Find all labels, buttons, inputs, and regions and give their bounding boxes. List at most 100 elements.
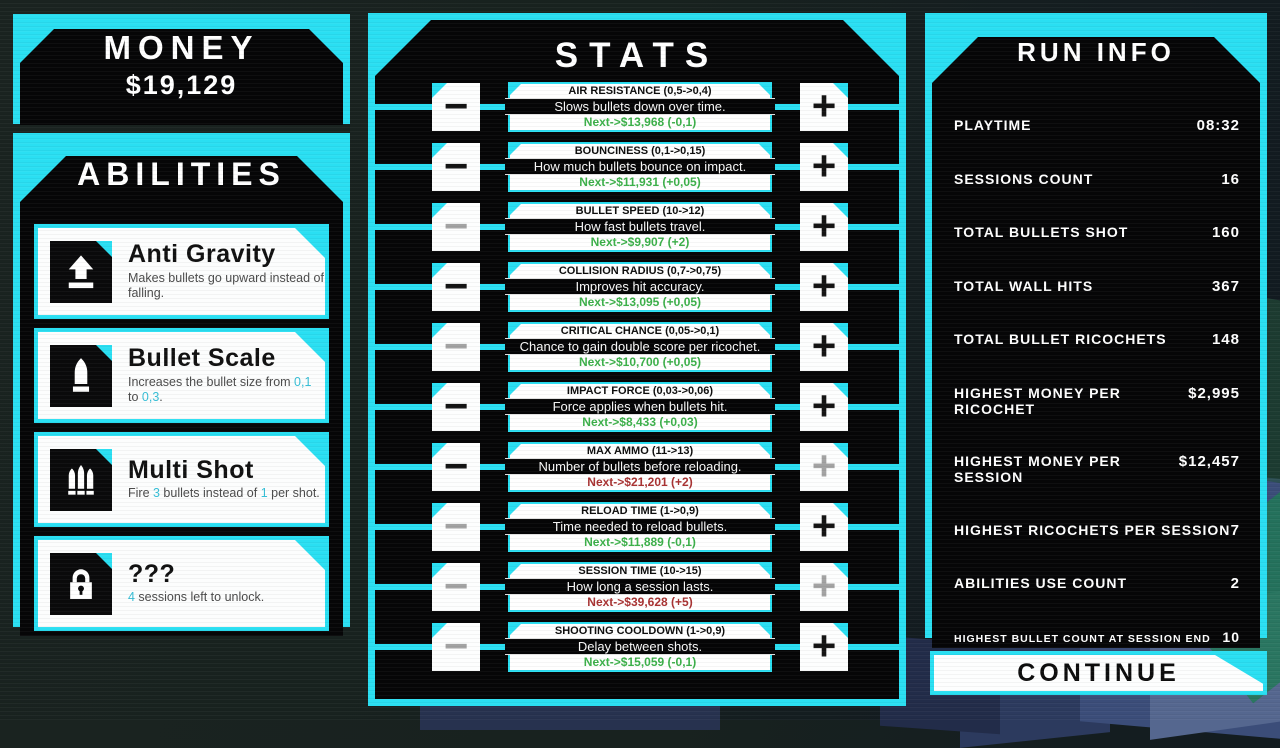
stat-decrease-button: −	[432, 623, 480, 671]
anti-gravity-icon	[50, 241, 112, 303]
run-info-value: 2	[1230, 575, 1240, 592]
stat-increase-button[interactable]: +	[800, 383, 848, 431]
run-info-label: HIGHEST MONEY PER RICOCHET	[954, 384, 1121, 417]
highlighted-value: 4	[128, 590, 135, 605]
stat-next-cost: Next->$39,628 (+5)	[510, 595, 770, 610]
run-info-value: 7	[1230, 521, 1240, 539]
stat-decrease-button[interactable]: −	[432, 83, 480, 131]
run-info-label: TOTAL BULLETS SHOT	[954, 224, 1129, 240]
run-info-label: HIGHEST MONEY PER SESSION	[954, 453, 1121, 485]
ability-title: Anti Gravity	[128, 240, 276, 269]
description-text: to	[128, 390, 142, 405]
money-title: MONEY	[103, 29, 260, 66]
run-info-value: $2,995	[1188, 384, 1240, 402]
stat-info-box: BOUNCINESS (0,1->0,15) How much bullets …	[508, 142, 772, 192]
stat-row: − BULLET SPEED (10->12) How fast bullets…	[375, 202, 899, 252]
stat-increase-button[interactable]: +	[800, 203, 848, 251]
stat-decrease-button[interactable]: −	[432, 383, 480, 431]
stat-increase-button[interactable]: +	[800, 623, 848, 671]
ability-text: ??? 4 sessions left to unlock.	[128, 561, 264, 606]
stat-decrease-button[interactable]: −	[432, 443, 480, 491]
stats-rows: − AIR RESISTANCE (0,5->0,4) Slows bullet…	[375, 82, 899, 672]
lock-icon	[50, 553, 112, 615]
description-text: Fire	[128, 486, 153, 501]
stat-name: SHOOTING COOLDOWN (1->0,9)	[510, 624, 770, 638]
run-info-value: 160	[1211, 224, 1240, 241]
stat-info-box: SHOOTING COOLDOWN (1->0,9) Delay between…	[508, 622, 772, 672]
stat-name: AIR RESISTANCE (0,5->0,4)	[510, 84, 770, 98]
stat-name: CRITICAL CHANCE (0,05->0,1)	[510, 324, 770, 338]
run-info-label: PLAYTIME	[954, 117, 1032, 133]
stat-name: IMPACT FORCE (0,03->0,06)	[510, 384, 770, 398]
stat-description: How long a session lasts.	[505, 578, 775, 595]
stat-info-box: COLLISION RADIUS (0,7->0,75) Improves hi…	[508, 262, 772, 312]
description-text: .	[159, 390, 163, 405]
continue-button[interactable]: CONTINUE	[930, 651, 1267, 695]
stat-next-cost: Next->$8,433 (+0,03)	[510, 415, 770, 430]
stat-next-cost: Next->$13,968 (-0,1)	[510, 115, 770, 130]
run-info-label: HIGHEST BULLET COUNT AT SESSION END	[954, 632, 1211, 645]
stats-title: STATS	[554, 36, 720, 75]
stat-increase-button[interactable]: +	[800, 323, 848, 371]
abilities-title: ABILITIES	[77, 156, 286, 192]
description-text: per shot.	[267, 486, 320, 501]
run-info-value: 08:32	[1196, 117, 1240, 134]
stat-decrease-button[interactable]: −	[432, 263, 480, 311]
ability-card[interactable]: Bullet Scale Increases the bullet size f…	[34, 328, 329, 423]
abilities-panel: ABILITIES Anti Gravity Makes bullets go …	[13, 133, 350, 627]
stat-row: − COLLISION RADIUS (0,7->0,75) Improves …	[375, 262, 899, 312]
highlighted-value: 3	[153, 486, 160, 501]
stat-next-cost: Next->$9,907 (+2)	[510, 235, 770, 250]
stat-info-box: RELOAD TIME (1->0,9) Time needed to relo…	[508, 502, 772, 552]
run-info-rows: PLAYTIME 08:32 SESSIONS COUNT 16 TOTAL B…	[954, 117, 1240, 645]
stat-row: − IMPACT FORCE (0,03->0,06) Force applie…	[375, 382, 899, 432]
stat-increase-button: +	[800, 443, 848, 491]
stat-row: − CRITICAL CHANCE (0,05->0,1) Chance to …	[375, 322, 899, 372]
bullet-scale-icon	[50, 345, 112, 407]
stat-increase-button[interactable]: +	[800, 263, 848, 311]
stat-next-cost: Next->$15,059 (-0,1)	[510, 655, 770, 670]
description-text: sessions left to unlock.	[134, 590, 265, 605]
stat-description: Number of bullets before reloading.	[505, 458, 775, 475]
ability-description: Makes bullets go upward instead of falli…	[128, 271, 325, 302]
stat-increase-button[interactable]: +	[800, 83, 848, 131]
ability-card[interactable]: Multi Shot Fire 3 bullets instead of 1 p…	[34, 432, 329, 527]
stat-decrease-button: −	[432, 563, 480, 611]
stat-next-cost: Next->$13,095 (+0,05)	[510, 295, 770, 310]
run-info-label: TOTAL BULLET RICOCHETS	[954, 331, 1167, 347]
stat-decrease-button: −	[432, 503, 480, 551]
money-panel: MONEY $19,129	[13, 14, 350, 124]
ability-card[interactable]: Anti Gravity Makes bullets go upward ins…	[34, 224, 329, 319]
stat-description: How fast bullets travel.	[505, 218, 775, 235]
stat-name: COLLISION RADIUS (0,7->0,75)	[510, 264, 770, 278]
run-info-label: HIGHEST RICOCHETS PER SESSION	[954, 521, 1231, 538]
run-info-value: 16	[1221, 170, 1240, 188]
run-info-row: HIGHEST BULLET COUNT AT SESSION END 10	[954, 629, 1240, 645]
stat-description: Force applies when bullets hit.	[505, 398, 775, 415]
stat-description: Time needed to reload bullets.	[505, 518, 775, 535]
ability-card[interactable]: ??? 4 sessions left to unlock.	[34, 536, 329, 631]
ability-title: Bullet Scale	[128, 344, 276, 373]
ability-text: Multi Shot Fire 3 bullets instead of 1 p…	[128, 457, 320, 502]
stat-decrease-button: −	[432, 323, 480, 371]
stat-name: MAX AMMO (11->13)	[510, 444, 770, 458]
run-info-row: HIGHEST MONEY PER SESSION $12,457	[954, 453, 1240, 485]
stat-description: Improves hit accuracy.	[505, 278, 775, 295]
stat-increase-button[interactable]: +	[800, 503, 848, 551]
description-text: Makes bullets go upward instead of falli…	[128, 270, 324, 301]
run-info-row: PLAYTIME 08:32	[954, 117, 1240, 134]
highlighted-value: 1	[260, 486, 268, 501]
stat-next-cost: Next->$10,700 (+0,05)	[510, 355, 770, 370]
run-info-value: 367	[1211, 277, 1240, 295]
stat-decrease-button[interactable]: −	[432, 143, 480, 191]
highlighted-value: 0,1	[294, 374, 312, 389]
stat-row: − BOUNCINESS (0,1->0,15) How much bullet…	[375, 142, 899, 192]
stat-increase-button[interactable]: +	[800, 143, 848, 191]
stat-name: RELOAD TIME (1->0,9)	[510, 504, 770, 518]
stat-info-box: CRITICAL CHANCE (0,05->0,1) Chance to ga…	[508, 322, 772, 372]
stat-next-cost: Next->$11,889 (-0,1)	[510, 535, 770, 550]
ability-description: 4 sessions left to unlock.	[128, 590, 264, 606]
stat-increase-button: +	[800, 563, 848, 611]
ability-text: Anti Gravity Makes bullets go upward ins…	[128, 241, 325, 302]
stat-name: BOUNCINESS (0,1->0,15)	[510, 144, 770, 158]
